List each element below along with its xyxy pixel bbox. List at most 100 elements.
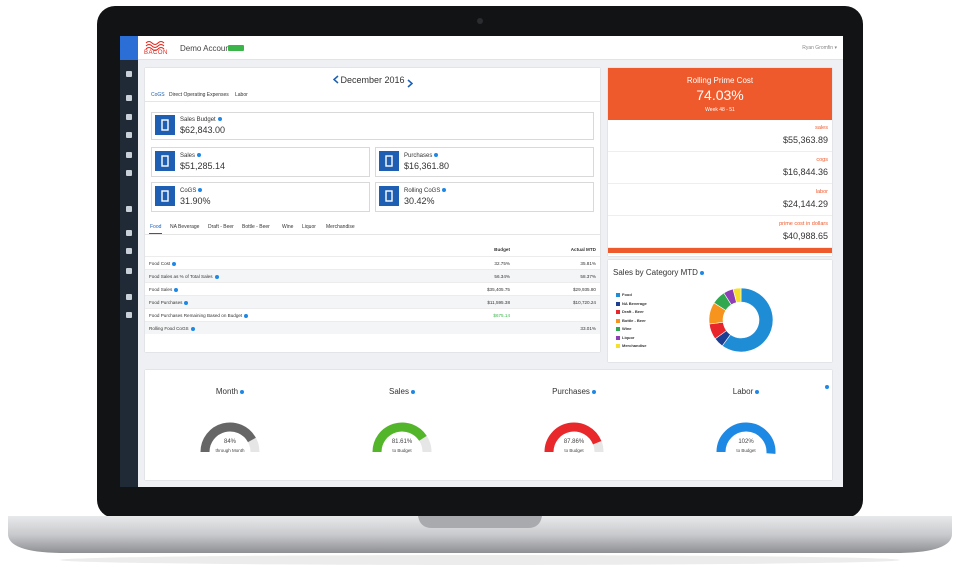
- table-row: Rolling Food CoGS 33.01%: [145, 321, 600, 334]
- tab[interactable]: Direct Operating Expenses: [169, 92, 229, 98]
- item-label: labor: [815, 189, 828, 195]
- item-value: $16,844.36: [782, 167, 828, 177]
- kpi-box: Sales $51,285.14: [151, 147, 370, 177]
- screen: BACON Demo Account Ryan Gromfin ▾ December …: [120, 36, 843, 487]
- legend-swatch: [616, 327, 620, 331]
- kpi-label: Purchases: [404, 153, 439, 159]
- category-tab[interactable]: Liquor: [302, 224, 316, 230]
- nav-icon[interactable]: [126, 268, 132, 274]
- category-tab[interactable]: Merchandise: [326, 224, 355, 230]
- table-row: Food Sales as % of Total Sales 56.34% 58.3…: [145, 269, 600, 282]
- legend-label[interactable]: Food: [622, 292, 632, 297]
- prev-month[interactable]: [332, 75, 339, 86]
- shadow: [60, 555, 900, 565]
- nav-icon[interactable]: [126, 294, 132, 300]
- logo: BACON: [144, 39, 168, 57]
- budget-cell: 56.34%: [494, 274, 510, 279]
- prime-cost-title: Rolling Prime Cost: [686, 76, 754, 85]
- logo-mark: [145, 41, 165, 51]
- tab[interactable]: Labor: [235, 92, 248, 98]
- info-icon[interactable]: [755, 389, 760, 394]
- donut-slice: [721, 287, 774, 353]
- info-icon[interactable]: [434, 153, 439, 158]
- info-icon[interactable]: [198, 188, 203, 193]
- prime-cost-strip: [608, 248, 832, 253]
- info-icon[interactable]: [591, 389, 596, 394]
- info-icon[interactable]: [699, 270, 704, 275]
- kpi-icon: [155, 151, 175, 171]
- gauge-label: 87.86%: [564, 439, 585, 445]
- legend-label[interactable]: Merchandise: [622, 343, 647, 348]
- month-nav: December 2016: [145, 75, 600, 85]
- kpi-value: 31.90%: [180, 196, 211, 206]
- gauge-arc: [544, 422, 602, 453]
- kpi-label: Sales: [180, 153, 202, 159]
- laptop-base: [8, 516, 952, 553]
- nav-icon[interactable]: [126, 206, 132, 212]
- kpi-value: $51,285.14: [180, 161, 226, 171]
- gauge-caption: through Month: [215, 448, 245, 453]
- info-icon[interactable]: [240, 389, 245, 394]
- brand-name: BACON: [144, 50, 168, 56]
- menu-button[interactable]: [120, 36, 138, 60]
- gauge-arc: [372, 422, 427, 453]
- nav-icon[interactable]: [126, 132, 132, 138]
- top-bar: BACON Demo Account Ryan Gromfin ▾: [120, 36, 843, 60]
- category-title: Sales by Category MTD: [613, 268, 704, 277]
- item-value: $55,363.89: [782, 135, 828, 145]
- category-tab[interactable]: NA Beverage: [170, 224, 200, 230]
- user-menu[interactable]: Ryan Gromfin ▾: [802, 45, 837, 51]
- category-tab[interactable]: Wine: [282, 224, 294, 230]
- legend-label[interactable]: NA Beverage: [622, 300, 647, 306]
- info-icon[interactable]: [442, 188, 447, 193]
- subtab-rule: [145, 234, 600, 235]
- gauge-title: Sales: [362, 387, 442, 396]
- nav-icon[interactable]: [126, 152, 132, 158]
- legend-label[interactable]: Liquor: [622, 334, 635, 340]
- info-icon[interactable]: [214, 274, 219, 279]
- nav-icon[interactable]: [126, 71, 132, 77]
- info-icon[interactable]: [217, 117, 222, 122]
- nav-icon[interactable]: [126, 230, 132, 236]
- info-icon[interactable]: [197, 153, 202, 158]
- nav-icon[interactable]: [126, 312, 132, 318]
- category-tab[interactable]: Bottle - Beer: [242, 224, 270, 230]
- category-tab[interactable]: Food: [149, 224, 163, 234]
- item-label: sales: [815, 125, 828, 131]
- legend-label[interactable]: Bottle - Beer: [622, 317, 646, 323]
- info-icon[interactable]: [190, 326, 195, 331]
- gauge-title: Labor: [706, 387, 786, 396]
- prime-cost-value: 74.03%: [696, 87, 744, 103]
- legend-swatch: [616, 301, 620, 306]
- nav-icon[interactable]: [126, 248, 132, 254]
- gauge-charts: 84% through Month 81.61% to Budget 87.86% to …: [200, 422, 776, 454]
- actual-cell: $10,720.24: [573, 300, 596, 305]
- kpi-icon: [379, 151, 399, 171]
- gauge-label: 84%: [224, 439, 237, 445]
- nav-icon[interactable]: [126, 170, 132, 176]
- item-label: cogs: [816, 157, 828, 163]
- info-icon[interactable]: [172, 261, 177, 266]
- info-icon[interactable]: [825, 384, 829, 389]
- kpi-value: 30.42%: [404, 196, 435, 206]
- nav-icon[interactable]: [126, 95, 132, 101]
- row-label: Food Cost: [149, 261, 177, 266]
- item-value: $24,144.29: [782, 199, 828, 209]
- kpi-icon: [155, 186, 175, 206]
- kpi-label: Sales Budget: [180, 117, 222, 123]
- info-icon[interactable]: [411, 389, 415, 394]
- sidebar: [120, 60, 138, 487]
- category-tab[interactable]: Draft - Beer: [208, 224, 234, 230]
- legend-label[interactable]: Draft - Beer: [622, 309, 644, 314]
- actual-cell: 58.37%: [580, 274, 596, 279]
- next-month[interactable]: [407, 75, 414, 93]
- legend-label[interactable]: Wine: [622, 326, 632, 331]
- nav-icon[interactable]: [126, 114, 132, 120]
- info-icon[interactable]: [174, 287, 179, 292]
- kpi-value: $16,361.80: [404, 161, 450, 171]
- cogs-card: December 2016 CoGS Direct Operating Expens…: [145, 68, 600, 352]
- legend-swatch: [616, 335, 620, 340]
- info-icon[interactable]: [244, 313, 249, 318]
- info-icon[interactable]: [184, 300, 189, 305]
- kpi-icon: [379, 186, 399, 206]
